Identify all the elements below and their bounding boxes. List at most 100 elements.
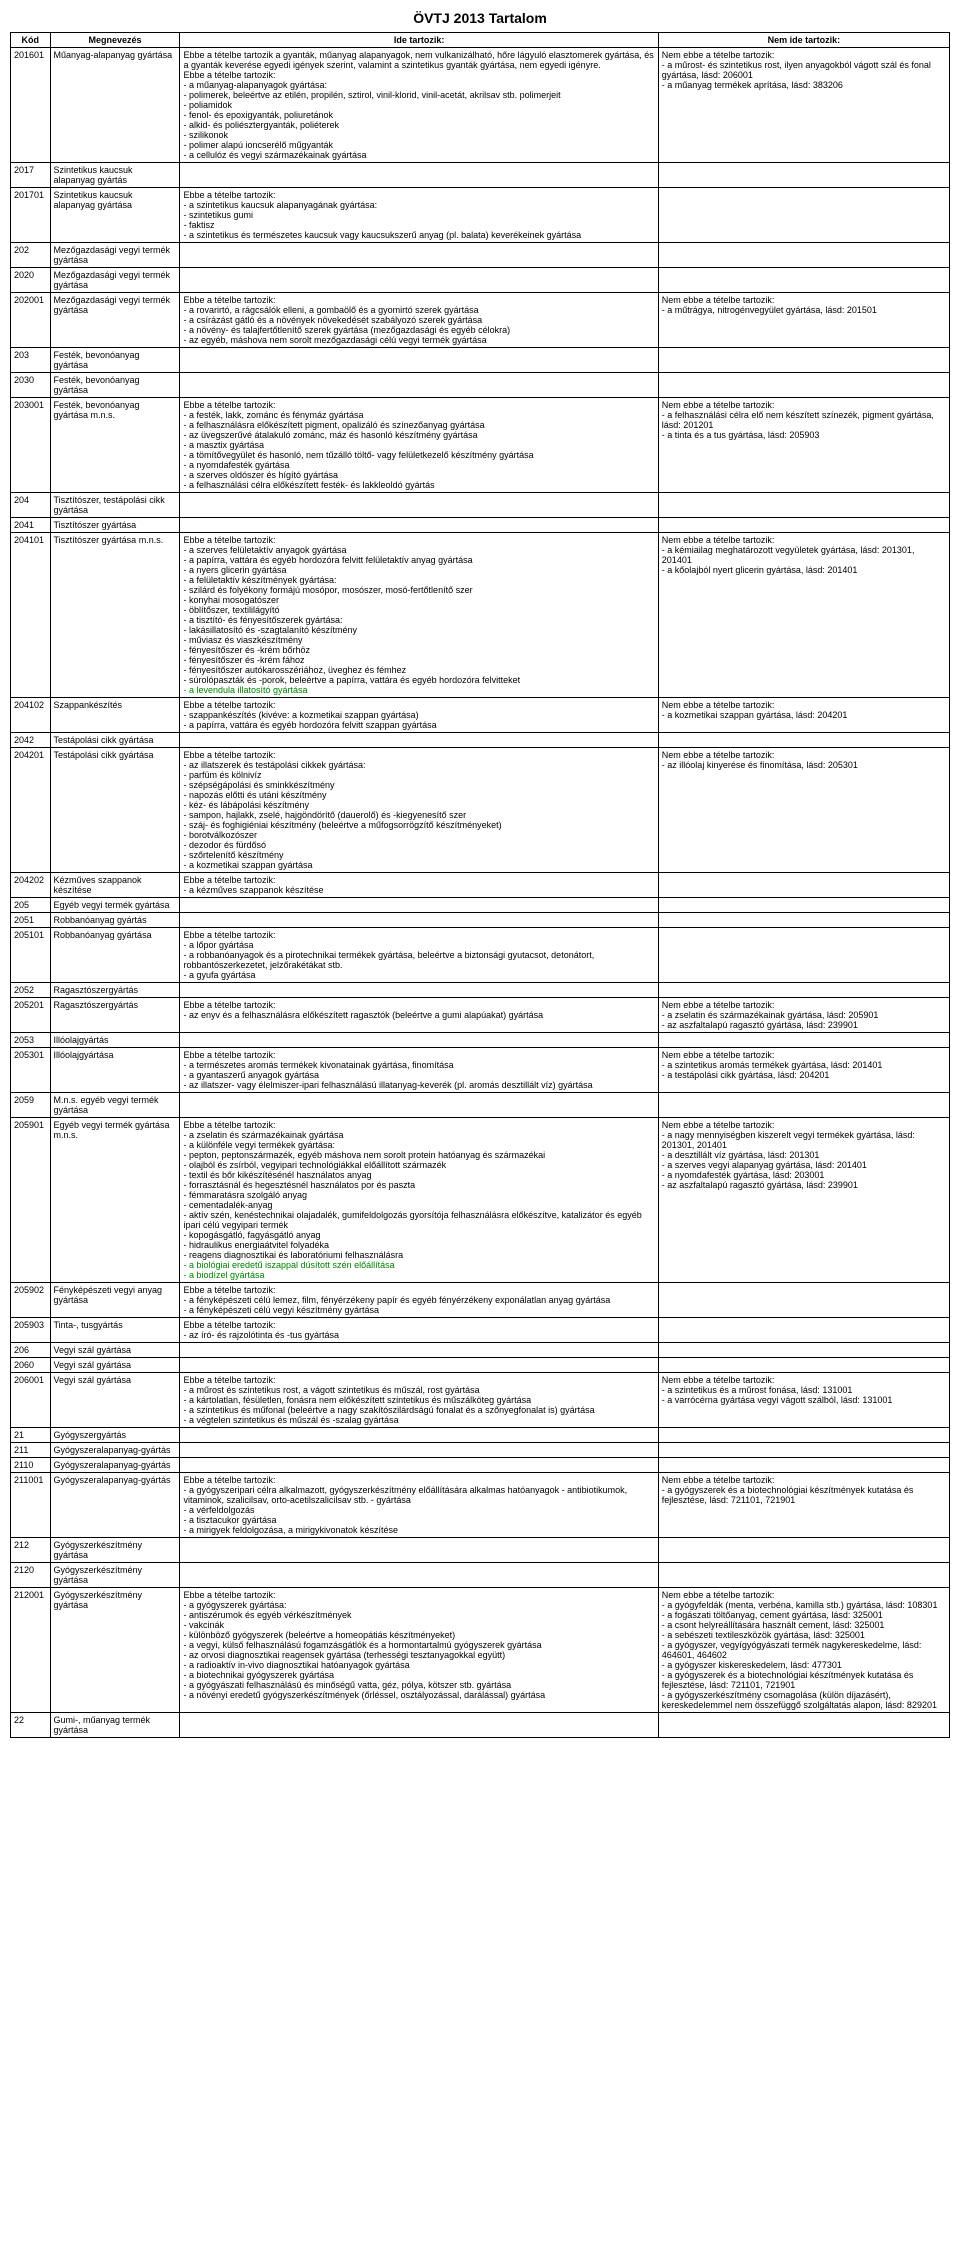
table-row: 204101Tisztítószer gyártása m.n.s.Ebbe a…: [11, 533, 950, 698]
table-row: 202001Mezőgazdasági vegyi termék gyártás…: [11, 293, 950, 348]
cell-ide: [180, 518, 658, 533]
cell-ide: Ebbe a tételbe tartozik: - az illatszere…: [180, 748, 658, 873]
cell-kod: 2042: [11, 733, 51, 748]
cell-megnevezes: Gumi-, műanyag termék gyártása: [50, 1713, 180, 1738]
table-row: 211001Gyógyszeralapanyag-gyártásEbbe a t…: [11, 1473, 950, 1538]
table-row: 2120Gyógyszerkészítmény gyártása: [11, 1563, 950, 1588]
cell-nem: Nem ebbe a tételbe tartozik: - a gyógyfe…: [658, 1588, 949, 1713]
cell-megnevezes: Műanyag-alapanyag gyártása: [50, 48, 180, 163]
cell-ide: [180, 493, 658, 518]
cell-kod: 205902: [11, 1283, 51, 1318]
table-row: 201701Szintetikus kaucsuk alapanyag gyár…: [11, 188, 950, 243]
table-row: 2052Ragasztószergyártás: [11, 983, 950, 998]
cell-nem: Nem ebbe a tételbe tartozik: - a nagy me…: [658, 1118, 949, 1283]
cell-megnevezes: Tisztítószer gyártása: [50, 518, 180, 533]
cell-ide: Ebbe a tételbe tartozik: - az enyv és a …: [180, 998, 658, 1033]
cell-kod: 2052: [11, 983, 51, 998]
col-ide: Ide tartozik:: [180, 33, 658, 48]
table-row: 204102SzappankészítésEbbe a tételbe tart…: [11, 698, 950, 733]
table-row: 212001Gyógyszerkészítmény gyártásaEbbe a…: [11, 1588, 950, 1713]
cell-nem: [658, 1343, 949, 1358]
cell-kod: 2030: [11, 373, 51, 398]
cell-ide: [180, 1563, 658, 1588]
cell-megnevezes: Gyógyszerkészítmény gyártása: [50, 1588, 180, 1713]
table-row: 205201RagasztószergyártásEbbe a tételbe …: [11, 998, 950, 1033]
cell-ide: Ebbe a tételbe tartozik: - az író- és ra…: [180, 1318, 658, 1343]
cell-nem: [658, 1093, 949, 1118]
cell-megnevezes: Szintetikus kaucsuk alapanyag gyártás: [50, 163, 180, 188]
cell-kod: 201701: [11, 188, 51, 243]
cell-kod: 2059: [11, 1093, 51, 1118]
extra-green-text: - a levendula illatosító gyártása: [183, 685, 307, 695]
cell-ide: Ebbe a tételbe tartozik: - a lőpor gyárt…: [180, 928, 658, 983]
cell-kod: 2120: [11, 1563, 51, 1588]
cell-megnevezes: Vegyi szál gyártása: [50, 1343, 180, 1358]
cell-kod: 203: [11, 348, 51, 373]
cell-kod: 2110: [11, 1458, 51, 1473]
cell-kod: 22: [11, 1713, 51, 1738]
cell-nem: [658, 243, 949, 268]
cell-nem: Nem ebbe a tételbe tartozik: - a műtrágy…: [658, 293, 949, 348]
cell-nem: [658, 348, 949, 373]
cell-megnevezes: Robbanóanyag gyártás: [50, 913, 180, 928]
table-row: 2053Illóolajgyártás: [11, 1033, 950, 1048]
cell-megnevezes: Festék, bevonóanyag gyártása: [50, 348, 180, 373]
cell-ide: Ebbe a tételbe tartozik: - a gyógyszerip…: [180, 1473, 658, 1538]
cell-nem: [658, 1033, 949, 1048]
cell-ide: Ebbe a tételbe tartozik: - a rovarirtó, …: [180, 293, 658, 348]
cell-kod: 201601: [11, 48, 51, 163]
cell-nem: [658, 1458, 949, 1473]
cell-nem: [658, 1428, 949, 1443]
cell-megnevezes: Tisztítószer gyártása m.n.s.: [50, 533, 180, 698]
cell-ide: [180, 1538, 658, 1563]
cell-megnevezes: Szappankészítés: [50, 698, 180, 733]
cell-nem: [658, 1538, 949, 1563]
cell-kod: 204201: [11, 748, 51, 873]
table-row: 206Vegyi szál gyártása: [11, 1343, 950, 1358]
cell-ide: [180, 163, 658, 188]
cell-kod: 211: [11, 1443, 51, 1458]
cell-ide: Ebbe a tételbe tartozik: - a természetes…: [180, 1048, 658, 1093]
table-row: 211Gyógyszeralapanyag-gyártás: [11, 1443, 950, 1458]
cell-nem: [658, 1563, 949, 1588]
cell-megnevezes: M.n.s. egyéb vegyi termék gyártása: [50, 1093, 180, 1118]
table-row: 2020Mezőgazdasági vegyi termék gyártása: [11, 268, 950, 293]
table-row: 205901Egyéb vegyi termék gyártása m.n.s.…: [11, 1118, 950, 1283]
cell-ide: [180, 1458, 658, 1473]
cell-megnevezes: Gyógyszeralapanyag-gyártás: [50, 1443, 180, 1458]
table-row: 22Gumi-, műanyag termék gyártása: [11, 1713, 950, 1738]
cell-kod: 212: [11, 1538, 51, 1563]
cell-megnevezes: Gyógyszeralapanyag-gyártás: [50, 1473, 180, 1538]
cell-nem: [658, 1358, 949, 1373]
table-row: 2051Robbanóanyag gyártás: [11, 913, 950, 928]
cell-megnevezes: Testápolási cikk gyártása: [50, 733, 180, 748]
cell-kod: 212001: [11, 1588, 51, 1713]
cell-nem: Nem ebbe a tételbe tartozik: - az illóol…: [658, 748, 949, 873]
table-row: 2060Vegyi szál gyártása: [11, 1358, 950, 1373]
cell-megnevezes: Festék, bevonóanyag gyártása: [50, 373, 180, 398]
cell-ide: [180, 1358, 658, 1373]
col-nem: Nem ide tartozik:: [658, 33, 949, 48]
cell-kod: 205: [11, 898, 51, 913]
cell-ide: [180, 1343, 658, 1358]
cell-nem: [658, 1713, 949, 1738]
cell-ide: [180, 268, 658, 293]
extra-green-text: - a biológiai eredetű iszappal dúsított …: [183, 1260, 394, 1280]
cell-kod: 21: [11, 1428, 51, 1443]
table-row: 205101Robbanóanyag gyártásaEbbe a tételb…: [11, 928, 950, 983]
cell-nem: [658, 873, 949, 898]
cell-megnevezes: Gyógyszerkészítmény gyártása: [50, 1538, 180, 1563]
table-row: 205Egyéb vegyi termék gyártása: [11, 898, 950, 913]
cell-nem: [658, 163, 949, 188]
cell-megnevezes: Robbanóanyag gyártása: [50, 928, 180, 983]
cell-nem: [658, 188, 949, 243]
cell-ide: [180, 373, 658, 398]
table-row: 203Festék, bevonóanyag gyártása: [11, 348, 950, 373]
cell-nem: [658, 518, 949, 533]
cell-ide: Ebbe a tételbe tartozik: - a fényképésze…: [180, 1283, 658, 1318]
cell-kod: 2017: [11, 163, 51, 188]
table-row: 2110Gyógyszeralapanyag-gyártás: [11, 1458, 950, 1473]
cell-nem: Nem ebbe a tételbe tartozik: - a kémiail…: [658, 533, 949, 698]
cell-megnevezes: Testápolási cikk gyártása: [50, 748, 180, 873]
cell-megnevezes: Illóolajgyártás: [50, 1033, 180, 1048]
